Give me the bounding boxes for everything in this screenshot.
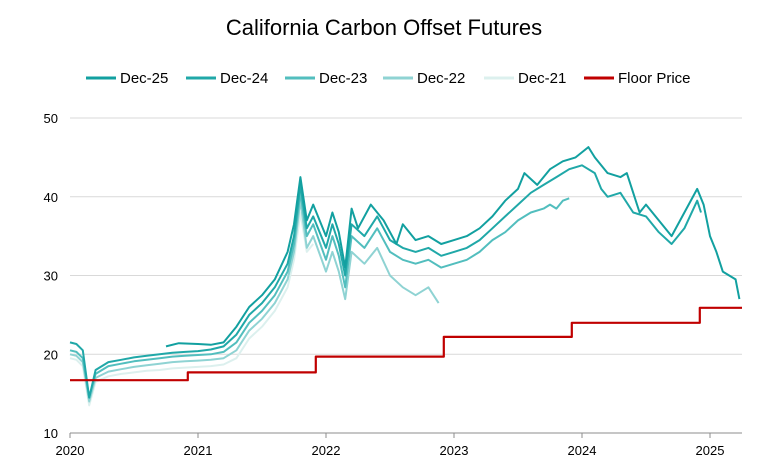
legend-label-dec-21: Dec-21 bbox=[518, 70, 566, 87]
y-tick-label: 50 bbox=[44, 111, 58, 126]
x-tick-label: 2023 bbox=[440, 443, 469, 458]
x-axis: 2020 2021 2022 2023 2024 2025 bbox=[56, 432, 742, 458]
series-line-dec-24 bbox=[69, 164, 702, 399]
legend: Dec-25 Dec-24 Dec-23 Dec-22 Dec-21 Floor Pric… bbox=[86, 70, 691, 87]
series-group bbox=[69, 146, 742, 407]
x-tick-label: 2024 bbox=[568, 443, 597, 458]
chart-title: California Carbon Offset Futures bbox=[226, 15, 542, 40]
series-line-floor-price bbox=[70, 306, 742, 382]
x-tick-label: 2025 bbox=[696, 443, 725, 458]
series-line-dec-21 bbox=[69, 211, 314, 407]
series-line-dec-25 bbox=[165, 146, 741, 348]
y-axis: 10 20 30 40 50 bbox=[44, 111, 58, 441]
y-tick-label: 40 bbox=[44, 190, 58, 205]
gridlines bbox=[70, 117, 742, 434]
legend-label-dec-23: Dec-23 bbox=[319, 70, 367, 87]
legend-label-floor-price: Floor Price bbox=[618, 70, 691, 87]
x-tick-label: 2022 bbox=[312, 443, 341, 458]
series-line-dec-23 bbox=[69, 191, 570, 399]
series-line-dec-22 bbox=[69, 199, 440, 403]
legend-label-dec-25: Dec-25 bbox=[120, 70, 168, 87]
x-tick-label: 2021 bbox=[184, 443, 213, 458]
legend-label-dec-24: Dec-24 bbox=[220, 70, 268, 87]
legend-label-dec-22: Dec-22 bbox=[417, 70, 465, 87]
x-tick-label: 2020 bbox=[56, 443, 85, 458]
y-tick-label: 20 bbox=[44, 347, 58, 362]
y-tick-label: 10 bbox=[44, 426, 58, 441]
y-tick-label: 30 bbox=[44, 269, 58, 284]
